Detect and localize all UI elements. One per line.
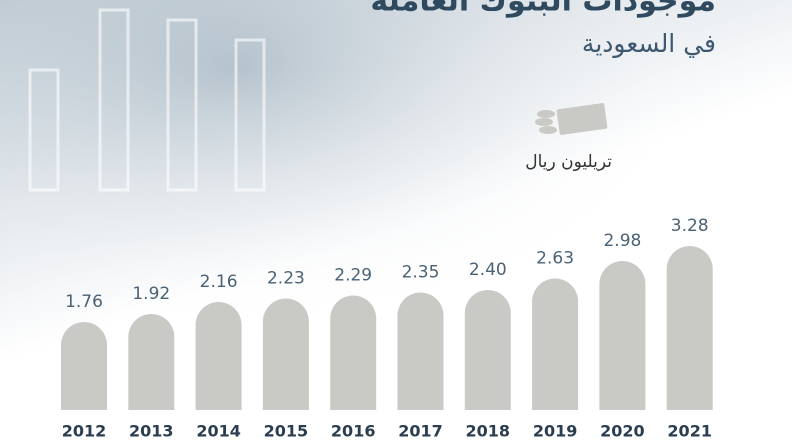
bar xyxy=(262,298,309,410)
bar xyxy=(666,246,713,410)
value-label: 1.92 xyxy=(132,284,170,304)
value-label: 1.76 xyxy=(65,292,103,312)
bar xyxy=(330,295,377,410)
value-label: 2.98 xyxy=(603,231,641,251)
x-tick-label: 2016 xyxy=(331,422,376,441)
bar xyxy=(464,290,511,410)
bar xyxy=(61,322,107,410)
decor-bars xyxy=(28,8,266,192)
x-tick-label: 2013 xyxy=(129,422,174,441)
bar xyxy=(128,314,175,410)
x-tick-label: 2021 xyxy=(667,422,712,441)
value-label: 2.29 xyxy=(334,266,372,286)
x-tick-label: 2018 xyxy=(466,422,511,441)
value-label: 2.16 xyxy=(200,272,238,292)
bar xyxy=(195,302,242,410)
value-label: 2.63 xyxy=(536,249,574,269)
unit-label: تريليون ريال xyxy=(525,152,612,172)
x-tick-label: 2017 xyxy=(398,422,443,441)
x-tick-label: 2020 xyxy=(600,422,645,441)
x-tick-label: 2014 xyxy=(196,422,241,441)
chart-subtitle: في السعودية xyxy=(582,29,716,58)
money-icon xyxy=(535,103,608,135)
value-label: 2.35 xyxy=(402,263,440,283)
x-tick-label: 2015 xyxy=(264,422,309,441)
bar xyxy=(397,292,444,410)
value-label: 3.28 xyxy=(671,216,709,236)
chart-title: موجودات البنوك العاملة xyxy=(370,0,716,19)
value-label: 2.40 xyxy=(469,260,507,280)
x-tick-label: 2012 xyxy=(62,422,107,441)
bar xyxy=(599,261,646,410)
value-label: 2.23 xyxy=(267,269,305,289)
x-tick-label: 2019 xyxy=(533,422,578,441)
bar xyxy=(532,278,579,410)
